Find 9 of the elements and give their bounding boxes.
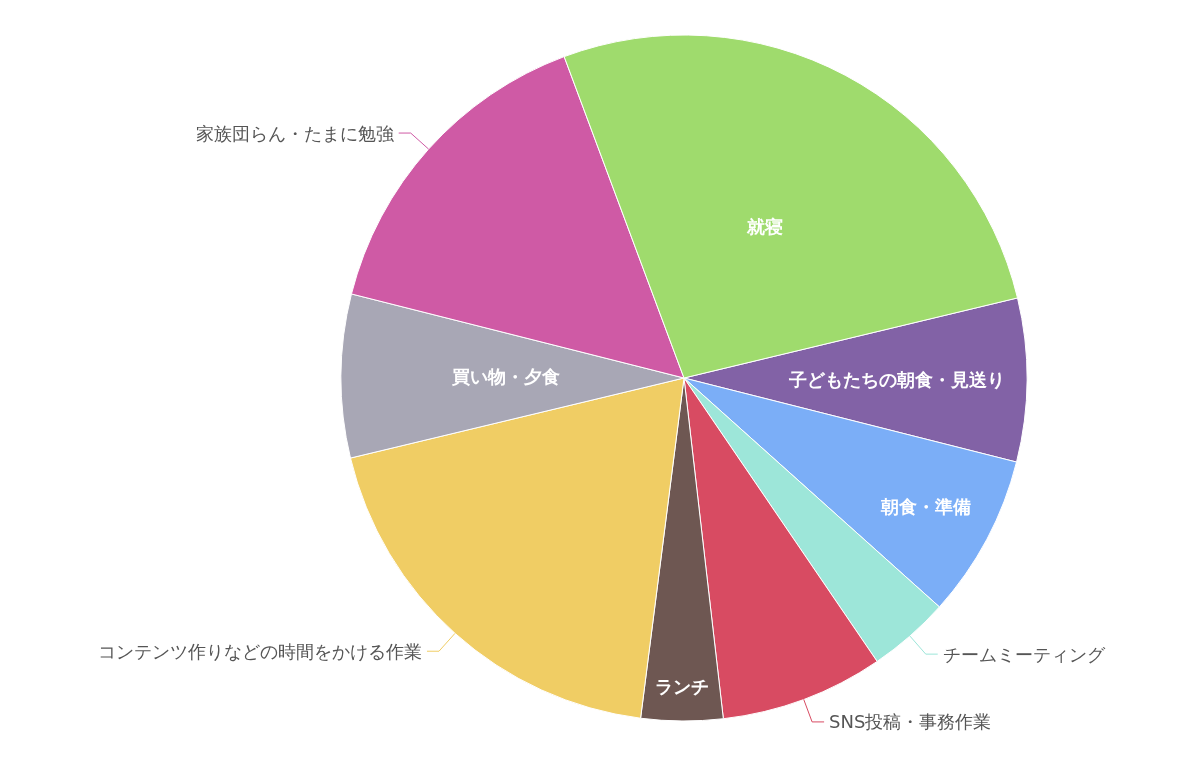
slice-label: 子どもたちの朝食・見送り: [787, 368, 1005, 390]
slice-label: コンテンツ作りなどの時間をかける作業: [97, 640, 422, 662]
slice-label: チームミーティング: [942, 643, 1106, 665]
slice-label: ランチ: [655, 676, 710, 698]
slice-label: 家族団らん・たまに勉強: [195, 122, 394, 144]
slice-label: SNS投稿・事務作業: [829, 711, 992, 733]
slice-label: 買い物・夕食: [450, 366, 560, 388]
slice-label: 朝食・準備: [880, 496, 972, 518]
slice-label: 就寝: [745, 216, 783, 238]
